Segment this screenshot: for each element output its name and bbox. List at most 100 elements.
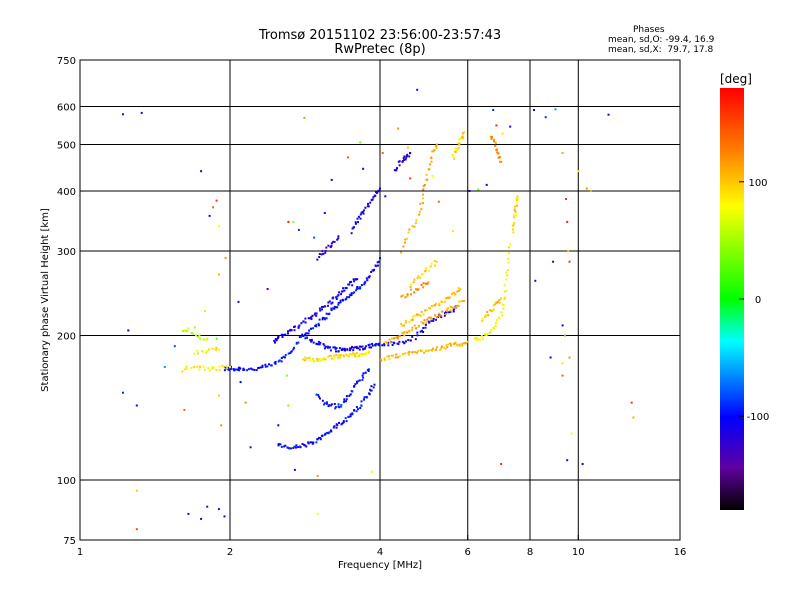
echo-point: [363, 281, 366, 284]
echo-point: [258, 366, 260, 369]
echo-point: [426, 282, 429, 285]
echo-point: [318, 359, 321, 362]
echo-point: [477, 188, 480, 191]
echo-point: [362, 352, 365, 355]
echo-point: [355, 345, 358, 348]
echo-point: [330, 242, 333, 245]
echo-point: [422, 286, 425, 289]
echo-point: [354, 355, 357, 358]
echo-point: [294, 325, 296, 328]
y-tick-label: 100: [57, 476, 76, 487]
echo-point: [566, 459, 569, 462]
echo-point: [461, 135, 464, 138]
echo-point: [427, 316, 430, 319]
echo-point: [401, 294, 404, 297]
echo-point: [418, 210, 421, 213]
echo-point: [337, 356, 340, 359]
echo-point: [292, 447, 295, 449]
echo-point: [377, 189, 380, 192]
echo-point: [220, 424, 223, 427]
echo-point: [486, 311, 489, 313]
echo-point: [330, 302, 333, 305]
echo-point: [335, 353, 338, 356]
echo-point: [359, 141, 362, 144]
echo-point: [391, 354, 394, 357]
echo-point: [316, 357, 319, 360]
echo-point: [347, 156, 349, 159]
echo-point: [340, 405, 343, 408]
echo-point: [305, 445, 308, 448]
echo-point: [351, 412, 354, 415]
echo-point: [358, 345, 361, 348]
echo-point: [278, 359, 281, 362]
colorbar-tick-label: 100: [748, 178, 767, 189]
echo-point: [484, 315, 487, 318]
echo-point: [329, 404, 332, 407]
echo-point: [280, 357, 283, 359]
echo-point: [201, 350, 204, 353]
echo-point: [337, 235, 340, 238]
echo-point: [509, 243, 512, 246]
echo-point: [308, 317, 311, 320]
echo-point: [325, 317, 328, 320]
echo-point: [561, 362, 564, 365]
echo-point: [287, 352, 290, 355]
echo-point: [425, 309, 428, 311]
echo-point: [321, 250, 324, 253]
echo-point: [463, 300, 466, 302]
echo-point: [226, 367, 229, 370]
echo-point: [447, 296, 450, 299]
echo-point: [310, 339, 313, 342]
echo-point: [319, 341, 322, 344]
y-tick-label: 200: [57, 332, 76, 343]
echo-point: [261, 366, 264, 369]
echo-point: [223, 515, 226, 518]
echo-point: [237, 300, 240, 303]
echo-point: [357, 221, 359, 224]
x-tick-label: 1: [77, 547, 83, 558]
echo-point: [260, 366, 262, 369]
echo-point: [421, 197, 424, 200]
echo-point: [373, 383, 376, 386]
echo-point: [353, 280, 356, 283]
echo-point: [324, 345, 327, 348]
echo-point: [434, 314, 437, 317]
echo-point: [487, 314, 490, 317]
echo-point: [326, 346, 329, 349]
echo-point: [181, 370, 184, 373]
echo-point: [326, 356, 329, 359]
echo-point: [323, 344, 326, 347]
echo-point: [225, 365, 228, 367]
echo-point: [323, 305, 326, 308]
echo-point: [561, 324, 564, 327]
echo-point: [359, 287, 362, 290]
echo-point: [283, 445, 286, 448]
echo-point: [383, 344, 386, 347]
echo-point: [581, 463, 584, 465]
echo-point: [368, 275, 371, 278]
echo-point: [364, 206, 367, 209]
echo-point: [202, 338, 205, 341]
grid-lines: [80, 60, 680, 540]
echo-point: [163, 366, 166, 368]
echo-point: [406, 293, 409, 296]
echo-point: [484, 314, 487, 317]
echo-point: [325, 401, 328, 404]
echo-point: [391, 344, 394, 346]
echo-point: [426, 318, 429, 321]
echo-point: [349, 413, 352, 416]
echo-point: [486, 333, 489, 336]
echo-point: [348, 355, 350, 358]
echo-point: [383, 357, 386, 360]
echo-point: [409, 339, 412, 342]
echo-point: [238, 369, 241, 372]
echo-point: [218, 365, 221, 368]
echo-point: [360, 345, 363, 348]
echo-point: [449, 342, 452, 345]
echo-point: [422, 331, 425, 333]
echo-point: [501, 303, 504, 306]
echo-point: [607, 113, 610, 116]
echo-point: [513, 208, 516, 211]
echo-point: [411, 351, 414, 354]
echo-point: [330, 349, 332, 352]
